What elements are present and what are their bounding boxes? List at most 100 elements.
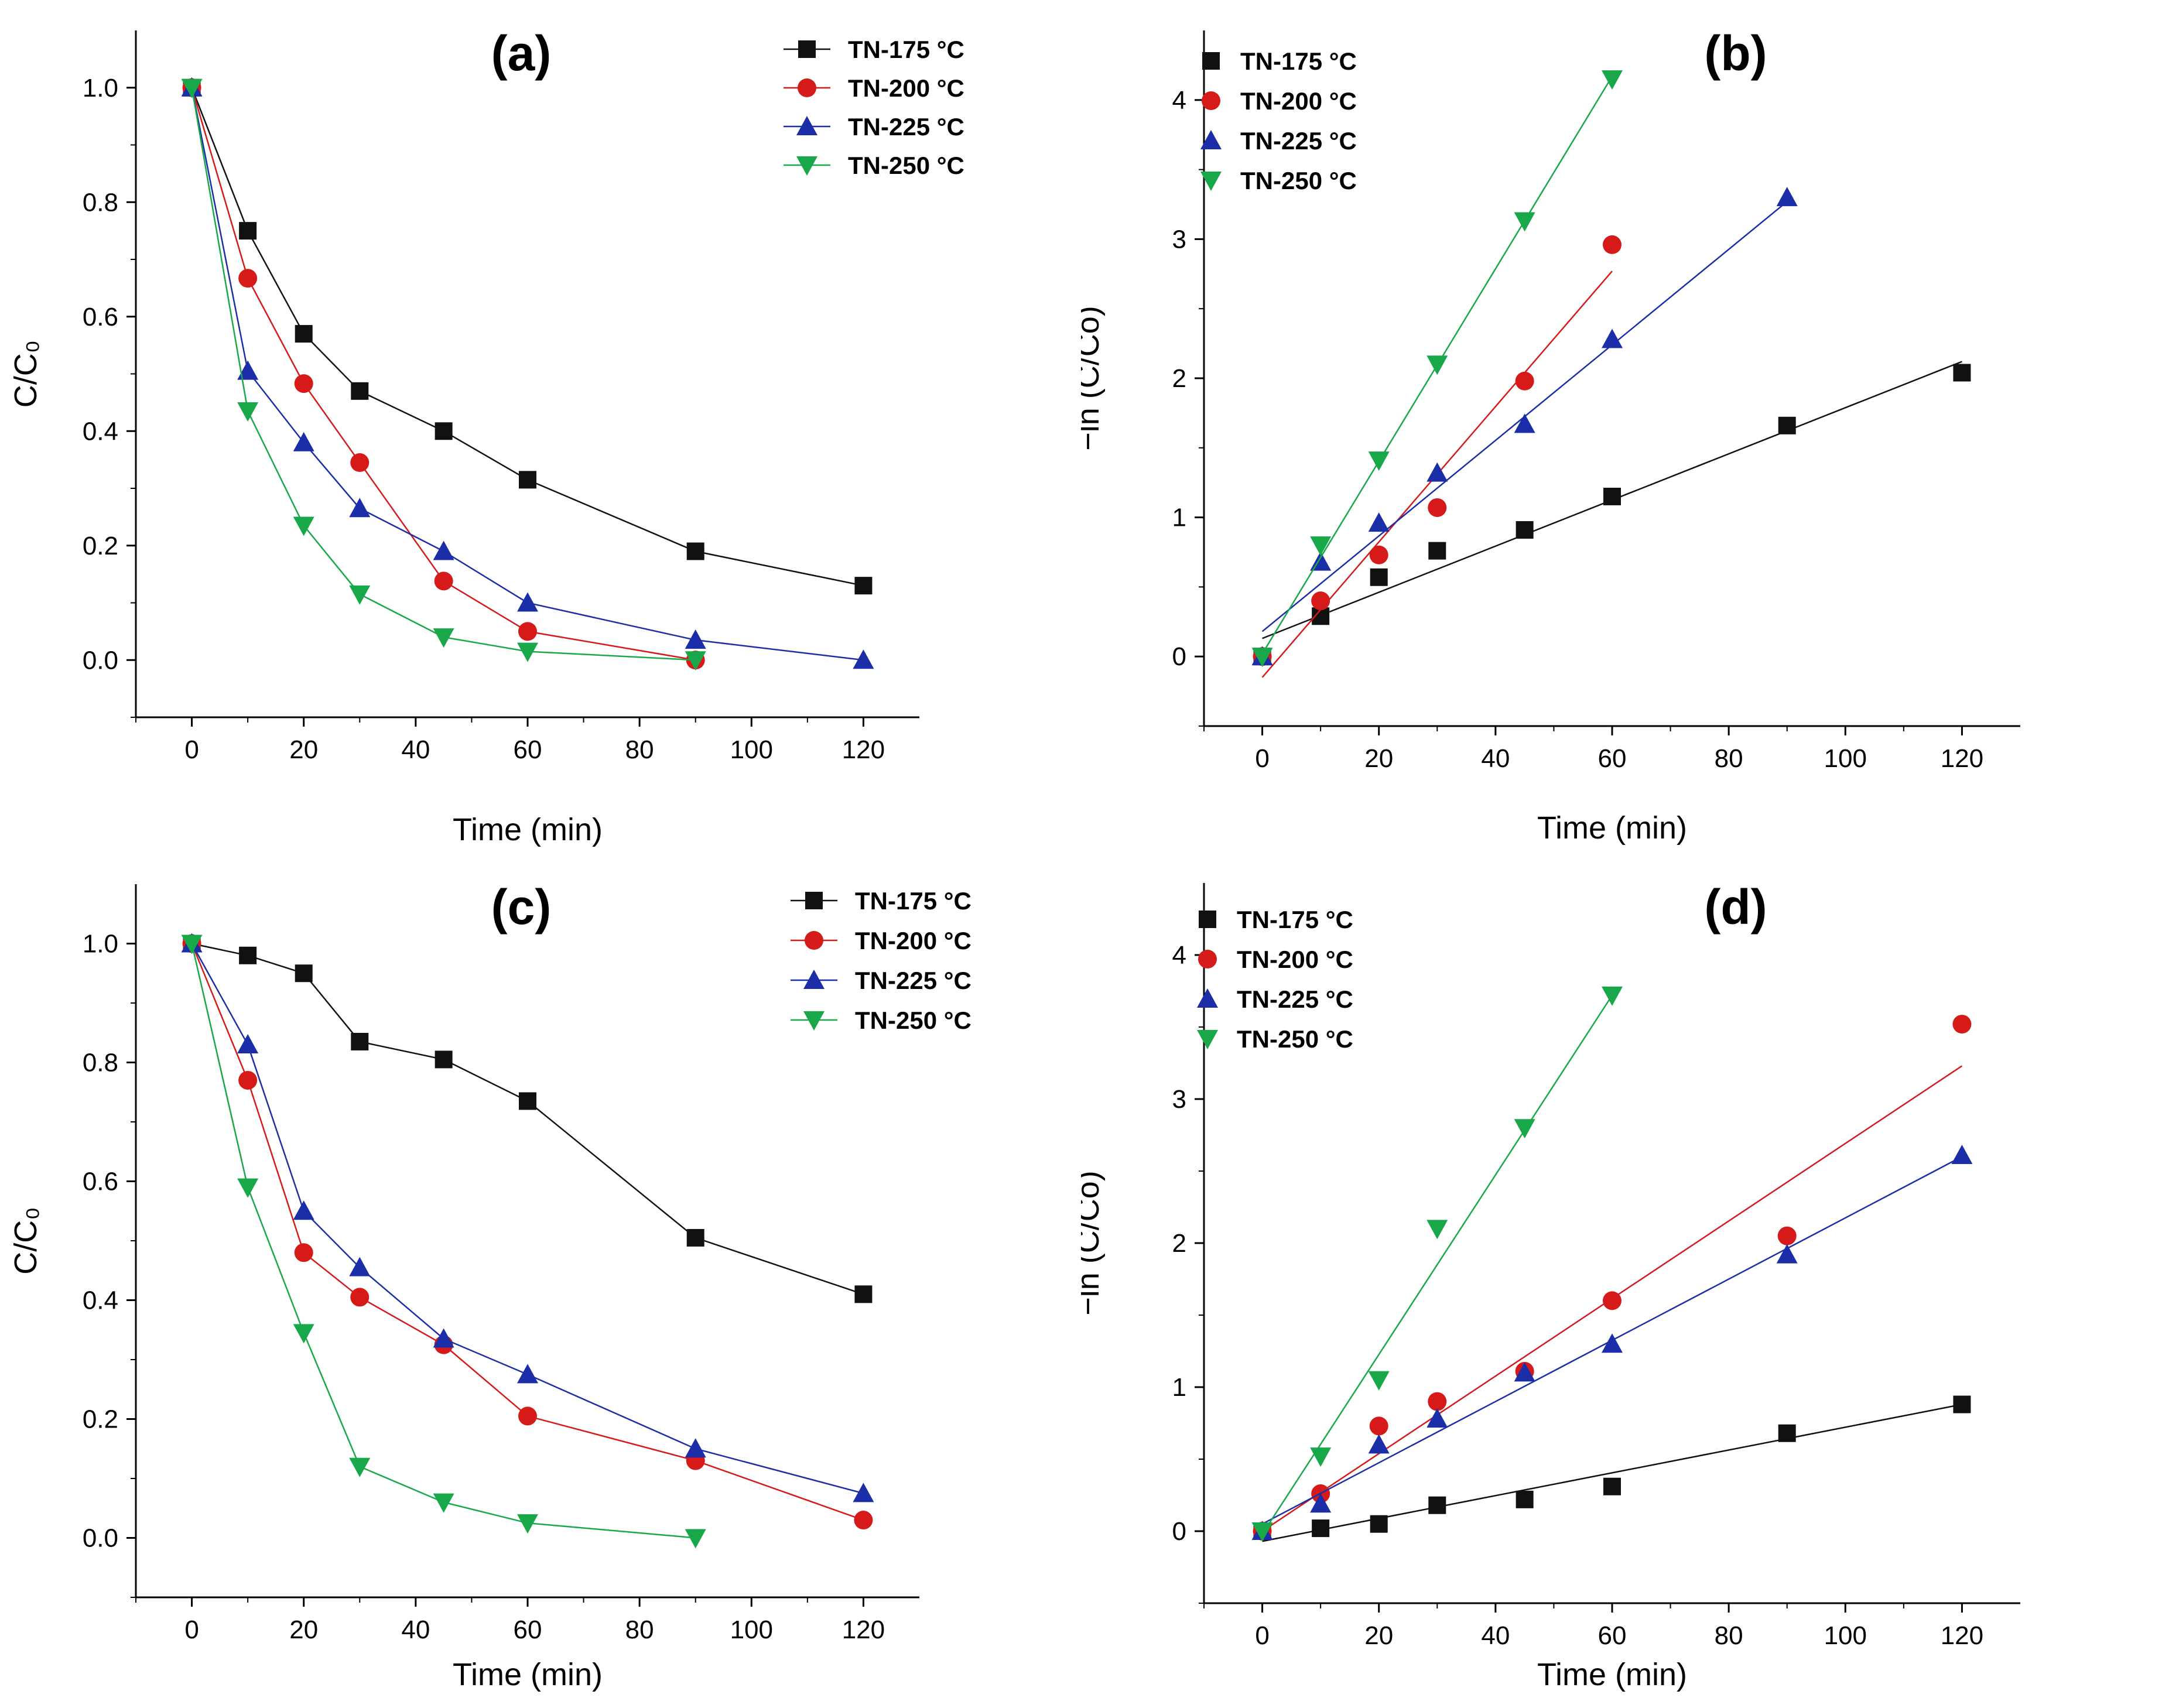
x-tick-label: 60 (1598, 1621, 1627, 1650)
data-point (518, 1406, 537, 1426)
data-point (1369, 1416, 1388, 1436)
data-point (239, 946, 257, 964)
x-tick-label: 20 (289, 735, 318, 764)
y-tick-label: 0.2 (83, 1405, 118, 1434)
data-point (351, 382, 369, 400)
series-line (191, 943, 864, 1494)
fit-line (1261, 995, 1613, 1535)
data-point (1514, 1362, 1535, 1382)
data-point (854, 577, 873, 595)
legend-label: TN-225 °C (848, 113, 964, 141)
series-line (191, 943, 864, 1295)
y-tick-label: 0.0 (83, 1524, 118, 1553)
data-point (1311, 591, 1330, 611)
data-point (686, 542, 704, 560)
y-tick-label: 0.4 (83, 417, 118, 446)
data-point (1428, 1392, 1447, 1411)
series-0 (1253, 1395, 1971, 1542)
data-point (294, 1243, 313, 1262)
data-point (238, 1070, 258, 1090)
data-point (237, 360, 259, 380)
x-axis-title: Time (min) (453, 1657, 603, 1692)
data-point (685, 1529, 706, 1549)
y-axis-title: C/C₀ (8, 340, 43, 408)
data-point (1428, 542, 1446, 560)
data-point (1426, 355, 1448, 375)
x-tick-label: 0 (184, 1615, 199, 1644)
data-point (1603, 487, 1621, 505)
legend-label: TN-175 °C (1240, 47, 1357, 75)
series-1 (182, 78, 705, 670)
data-point (295, 964, 313, 983)
x-tick-label: 20 (1364, 744, 1393, 773)
x-tick-label: 120 (1941, 1621, 1983, 1650)
x-tick-label: 80 (625, 1615, 654, 1644)
data-point (1778, 1424, 1796, 1442)
data-point (1368, 1371, 1390, 1391)
data-point (349, 1257, 371, 1276)
data-point (433, 540, 454, 560)
data-point (1603, 235, 1622, 254)
data-point (181, 935, 203, 954)
x-tick-label: 120 (842, 1615, 885, 1644)
legend-marker (803, 1011, 825, 1031)
x-tick-label: 80 (1715, 744, 1743, 773)
legend-label: TN-250 °C (855, 1007, 971, 1034)
series-1 (1253, 235, 1622, 678)
y-tick-label: 0.8 (83, 1049, 118, 1077)
x-axis-title: Time (min) (453, 812, 603, 847)
x-tick-label: 60 (514, 1615, 542, 1644)
data-point (238, 269, 258, 288)
series-2 (181, 933, 874, 1502)
data-point (1778, 416, 1796, 434)
data-point (435, 422, 453, 440)
data-point (1310, 1493, 1332, 1513)
data-point (1370, 1515, 1388, 1533)
legend-label: TN-200 °C (848, 74, 964, 102)
data-point (1368, 451, 1390, 471)
x-tick-label: 80 (625, 735, 654, 764)
data-point (519, 1092, 536, 1110)
legend-marker (805, 931, 823, 950)
series-3 (1251, 70, 1623, 668)
x-tick-label: 80 (1715, 1621, 1743, 1650)
x-tick-label: 40 (1481, 1621, 1510, 1650)
data-point (1251, 648, 1273, 668)
legend-label: TN-175 °C (848, 36, 964, 63)
series-0 (1253, 361, 1971, 666)
series-line (191, 87, 864, 661)
series-3 (181, 935, 706, 1549)
data-point (237, 1034, 259, 1054)
data-point (1312, 1519, 1330, 1538)
data-point (1310, 536, 1332, 556)
y-axis-title: −ln (C/Co) (1081, 306, 1106, 451)
data-point (1368, 512, 1390, 532)
y-tick-label: 1.0 (83, 930, 118, 959)
legend-label: TN-250 °C (1237, 1025, 1353, 1053)
legend-marker (1197, 1030, 1218, 1049)
y-axis-title: −ln (C/Co) (1081, 1170, 1106, 1316)
series-2 (1251, 1144, 1973, 1540)
series-0 (183, 935, 873, 1303)
y-tick-label: 2 (1172, 364, 1186, 393)
x-tick-label: 40 (401, 1615, 430, 1644)
data-point (853, 1483, 874, 1502)
x-tick-label: 40 (401, 735, 430, 764)
data-point (1952, 1015, 1972, 1034)
legend-marker (1198, 950, 1217, 968)
legend-marker (803, 970, 825, 989)
data-point (349, 585, 371, 605)
data-point (854, 1285, 873, 1303)
data-point (1514, 413, 1535, 433)
data-point (1602, 70, 1623, 90)
x-tick-label: 40 (1481, 744, 1510, 773)
x-tick-label: 100 (1824, 1621, 1867, 1650)
data-point (686, 1228, 704, 1247)
data-point (1776, 1244, 1798, 1264)
legend-label: TN-250 °C (1240, 167, 1357, 194)
y-tick-label: 0 (1172, 642, 1186, 671)
chart-panel-a: 0 20 40 60 80 100 120 0.0 0.2 0.4 0.6 0.8 1.0 Time (m… (8, 26, 964, 847)
panel-label: (a) (491, 26, 552, 81)
legend-marker (1202, 91, 1220, 110)
y-tick-label: 4 (1172, 941, 1186, 970)
